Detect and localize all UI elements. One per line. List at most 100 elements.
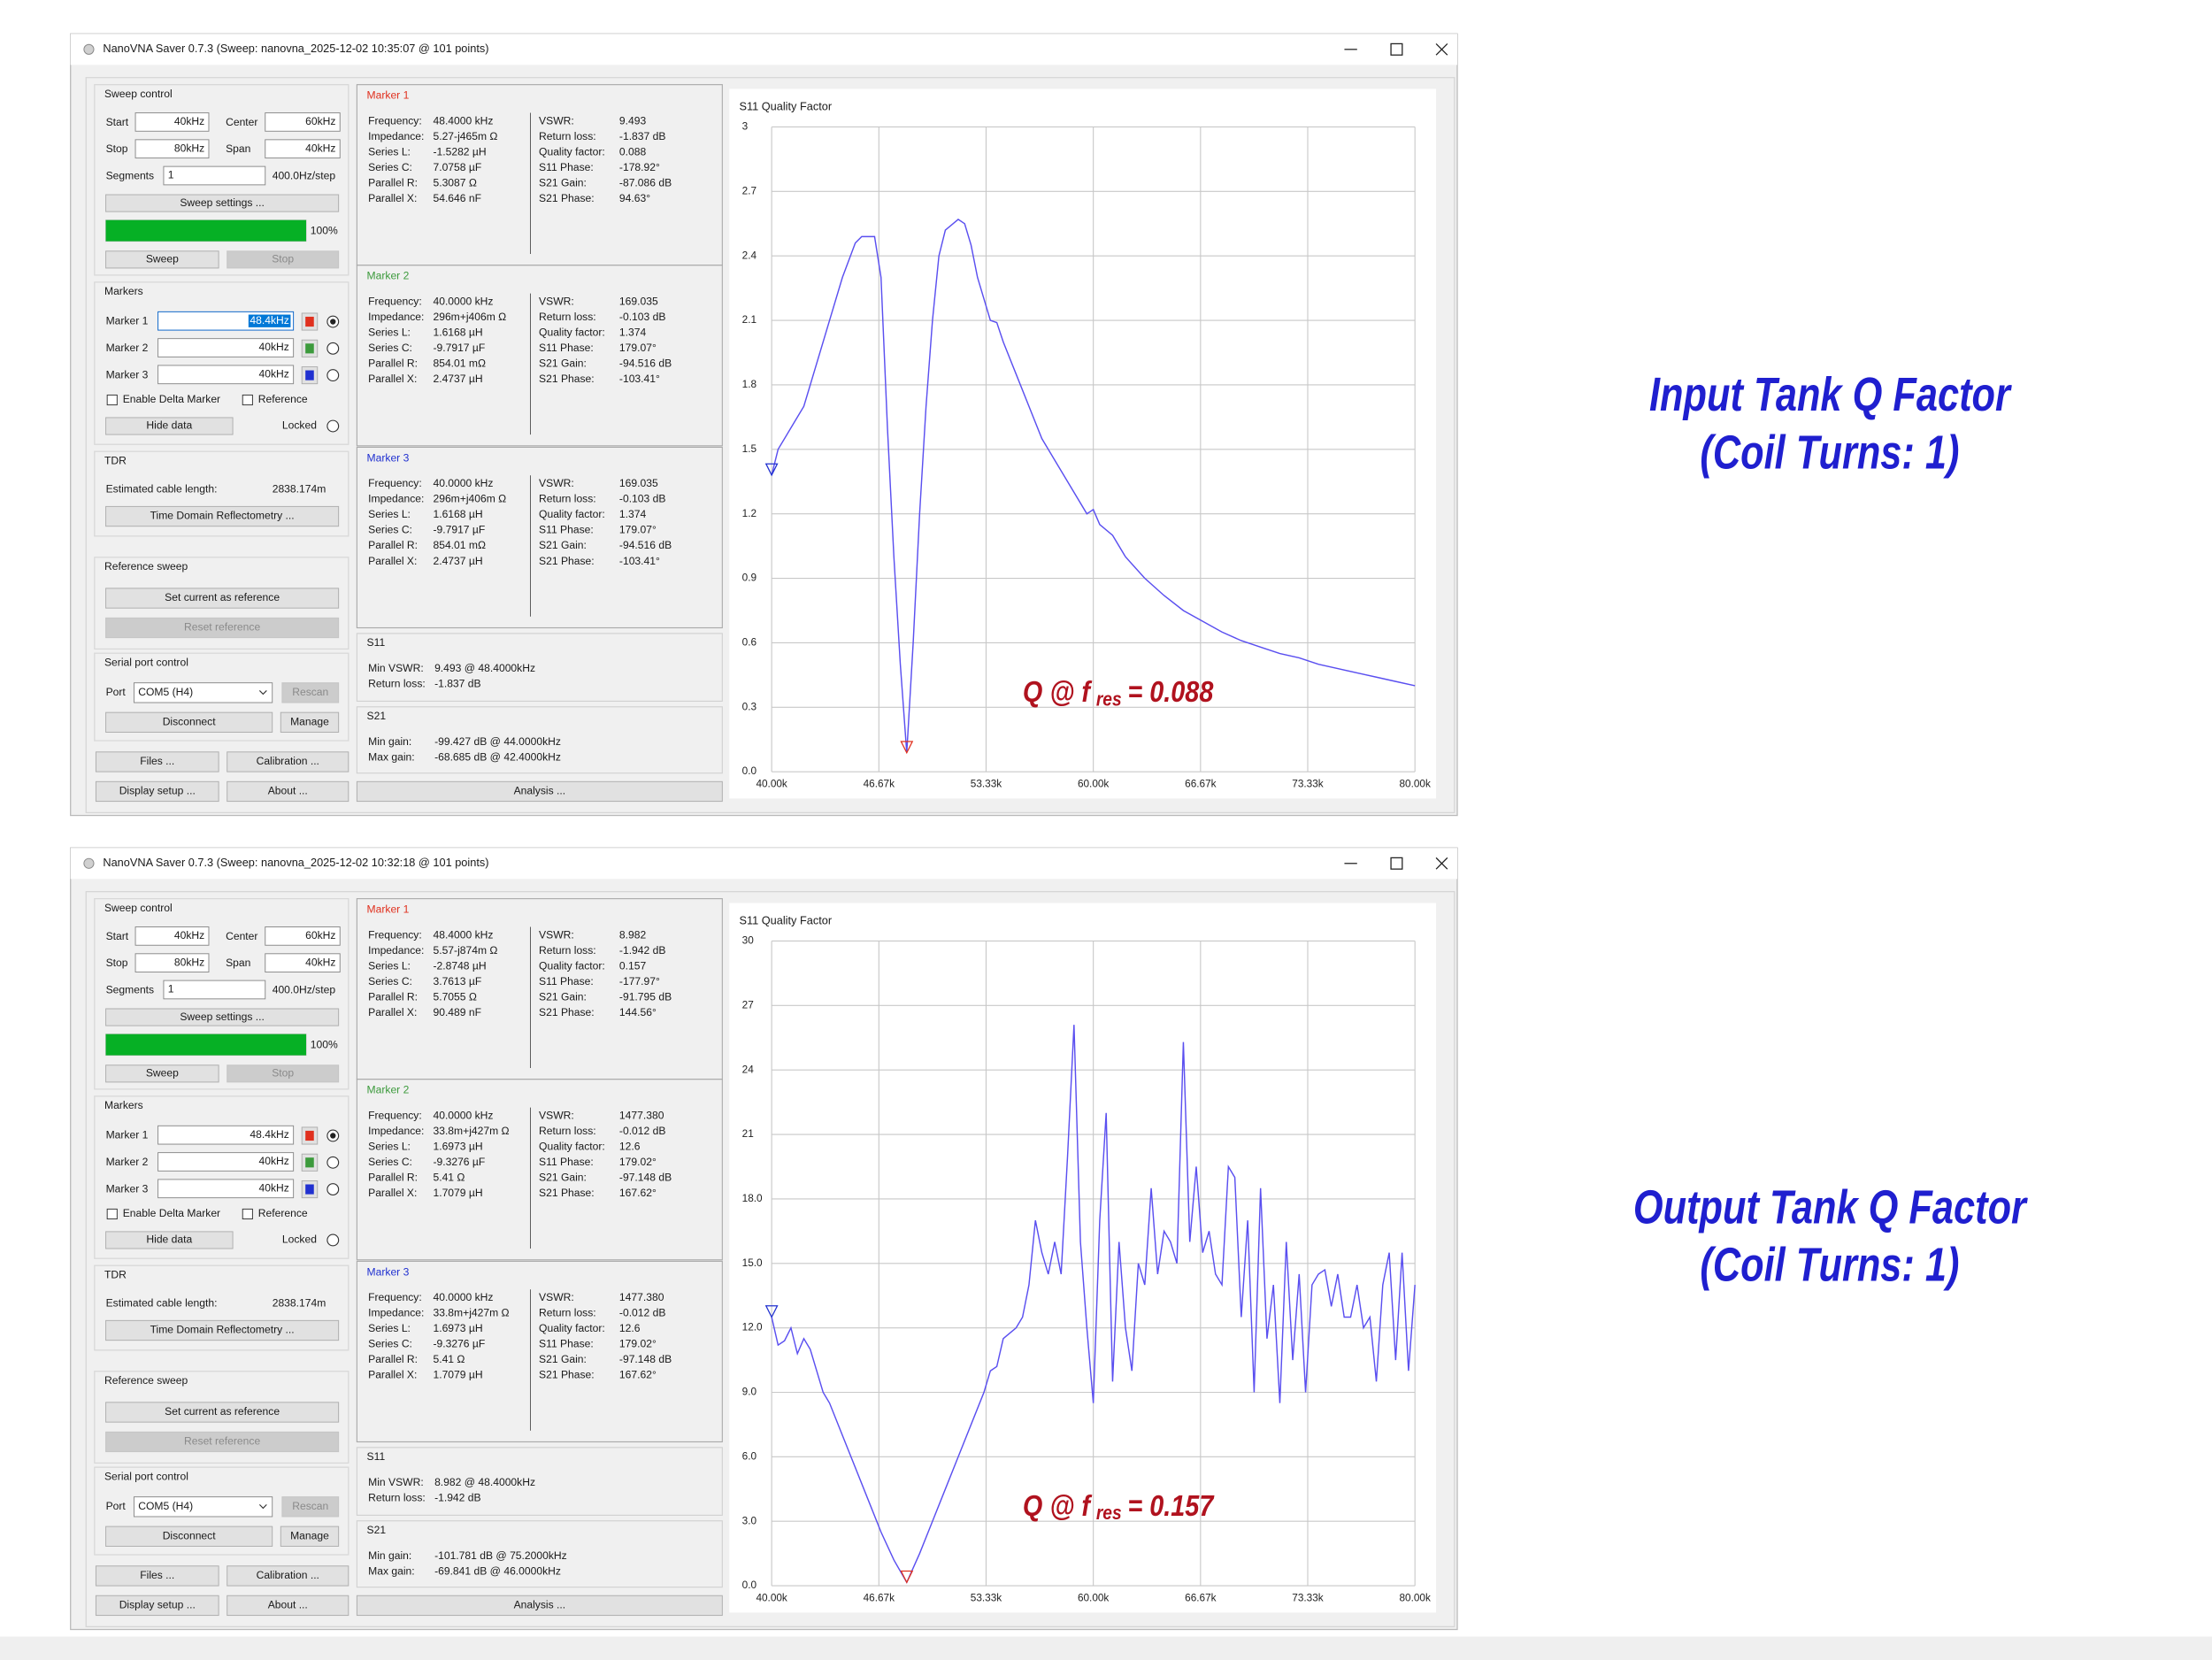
- radio-button[interactable]: [326, 369, 340, 382]
- button[interactable]: [105, 1526, 273, 1547]
- combo-arrow: [258, 690, 267, 696]
- radio-button[interactable]: [326, 342, 340, 355]
- field-label: Min VSWR:: [368, 662, 424, 674]
- field-value: 296m+j406m Ω: [433, 311, 506, 323]
- button[interactable]: [227, 1064, 340, 1083]
- text-input[interactable]: [157, 338, 295, 357]
- button[interactable]: [95, 780, 219, 803]
- button[interactable]: [105, 250, 219, 269]
- button[interactable]: [227, 751, 349, 772]
- text-input[interactable]: [163, 980, 266, 1000]
- port-combo[interactable]: [133, 682, 273, 703]
- progress-fill: [105, 219, 306, 242]
- input-value: 40kHz: [174, 115, 204, 127]
- radio-button[interactable]: [326, 1156, 340, 1169]
- text-input[interactable]: [265, 139, 341, 159]
- button[interactable]: [281, 1496, 340, 1518]
- field-value: 40.0000 kHz: [433, 477, 493, 489]
- port-combo[interactable]: [133, 1496, 273, 1518]
- radio-button[interactable]: [326, 1183, 340, 1196]
- x-tick-label: 66.67k: [1185, 779, 1216, 790]
- text-input[interactable]: [134, 926, 210, 946]
- button[interactable]: [105, 505, 340, 527]
- button[interactable]: [105, 194, 340, 212]
- field-value: -1.942 dB: [434, 1491, 481, 1503]
- port-value: COM5 (H4): [138, 686, 193, 698]
- marker-triangle: [764, 1305, 779, 1318]
- field-label: Max gain:: [368, 1564, 415, 1577]
- radio-dot: [330, 1133, 336, 1139]
- input-value: 1: [168, 983, 174, 995]
- group-heading: Serial port control: [104, 1471, 188, 1483]
- text-input[interactable]: [265, 953, 341, 973]
- field-value: 1.6973 µH: [433, 1140, 482, 1152]
- group-box: [94, 557, 349, 650]
- button[interactable]: [105, 417, 234, 435]
- button[interactable]: [227, 1595, 349, 1617]
- button[interactable]: [356, 780, 723, 803]
- text-input[interactable]: [157, 1125, 295, 1145]
- button[interactable]: [280, 1526, 340, 1547]
- text-input[interactable]: [134, 112, 210, 132]
- button[interactable]: [105, 1402, 340, 1423]
- progress-label: 100%: [311, 225, 338, 237]
- button-label: Hide data: [146, 1233, 192, 1246]
- checkbox-label: Locked: [282, 419, 317, 432]
- button[interactable]: [95, 1595, 219, 1617]
- button[interactable]: [105, 711, 273, 733]
- app-icon: [83, 43, 95, 55]
- text-input[interactable]: [265, 112, 341, 132]
- text-input[interactable]: [157, 1179, 295, 1199]
- button[interactable]: [227, 780, 349, 803]
- field-value: -9.3276 µF: [433, 1338, 485, 1350]
- maximize-button[interactable]: [1390, 42, 1403, 56]
- text-input[interactable]: [134, 139, 210, 159]
- button[interactable]: [105, 1064, 219, 1083]
- maximize-button[interactable]: [1390, 857, 1403, 870]
- checkbox[interactable]: [106, 1208, 118, 1220]
- field-value: 1.374: [619, 508, 647, 520]
- button[interactable]: [105, 1231, 234, 1249]
- text-input[interactable]: [265, 926, 341, 946]
- checkbox[interactable]: [242, 394, 253, 406]
- radio-button[interactable]: [326, 419, 340, 433]
- button[interactable]: [105, 617, 340, 639]
- field-value: -1.5282 µH: [433, 145, 486, 158]
- field-label: Parallel R:: [368, 357, 418, 370]
- button[interactable]: [227, 1565, 349, 1587]
- button[interactable]: [356, 1595, 723, 1617]
- checkbox[interactable]: [106, 394, 118, 406]
- field-value: -94.516 dB: [619, 357, 672, 370]
- side-annotation: (Coil Turns: 1): [1700, 427, 1959, 480]
- input-value: 40kHz: [174, 929, 204, 941]
- y-tick-label: 9.0: [742, 1387, 757, 1398]
- field-value: -178.92°: [619, 161, 660, 173]
- text-input[interactable]: [157, 365, 295, 385]
- button[interactable]: [280, 711, 340, 733]
- button[interactable]: [105, 1319, 340, 1341]
- radio-button[interactable]: [326, 1233, 340, 1247]
- field-value: 144.56°: [619, 1006, 657, 1018]
- button-label: Rescan: [292, 686, 328, 698]
- field-label: Frequency:: [368, 1291, 422, 1303]
- field-value: -2.8748 µH: [433, 959, 486, 972]
- button[interactable]: [227, 250, 340, 269]
- tdr-value: 2838.174m: [273, 482, 326, 495]
- field-value: 12.6: [619, 1140, 641, 1152]
- field-label: Stop: [106, 142, 128, 155]
- button[interactable]: [95, 751, 219, 772]
- field-value: 169.035: [619, 295, 658, 307]
- checkbox[interactable]: [242, 1208, 253, 1220]
- field-label: Parallel R:: [368, 176, 418, 188]
- text-input[interactable]: [134, 953, 210, 973]
- button[interactable]: [95, 1565, 219, 1587]
- button[interactable]: [105, 1431, 340, 1453]
- field-value: 1.7079 µH: [433, 1187, 482, 1199]
- button[interactable]: [281, 682, 340, 703]
- marker-color: [305, 1157, 314, 1168]
- button[interactable]: [105, 1008, 340, 1026]
- marker-panel: [356, 265, 723, 447]
- button[interactable]: [105, 588, 340, 609]
- text-input[interactable]: [157, 1152, 295, 1172]
- text-input[interactable]: [163, 165, 266, 186]
